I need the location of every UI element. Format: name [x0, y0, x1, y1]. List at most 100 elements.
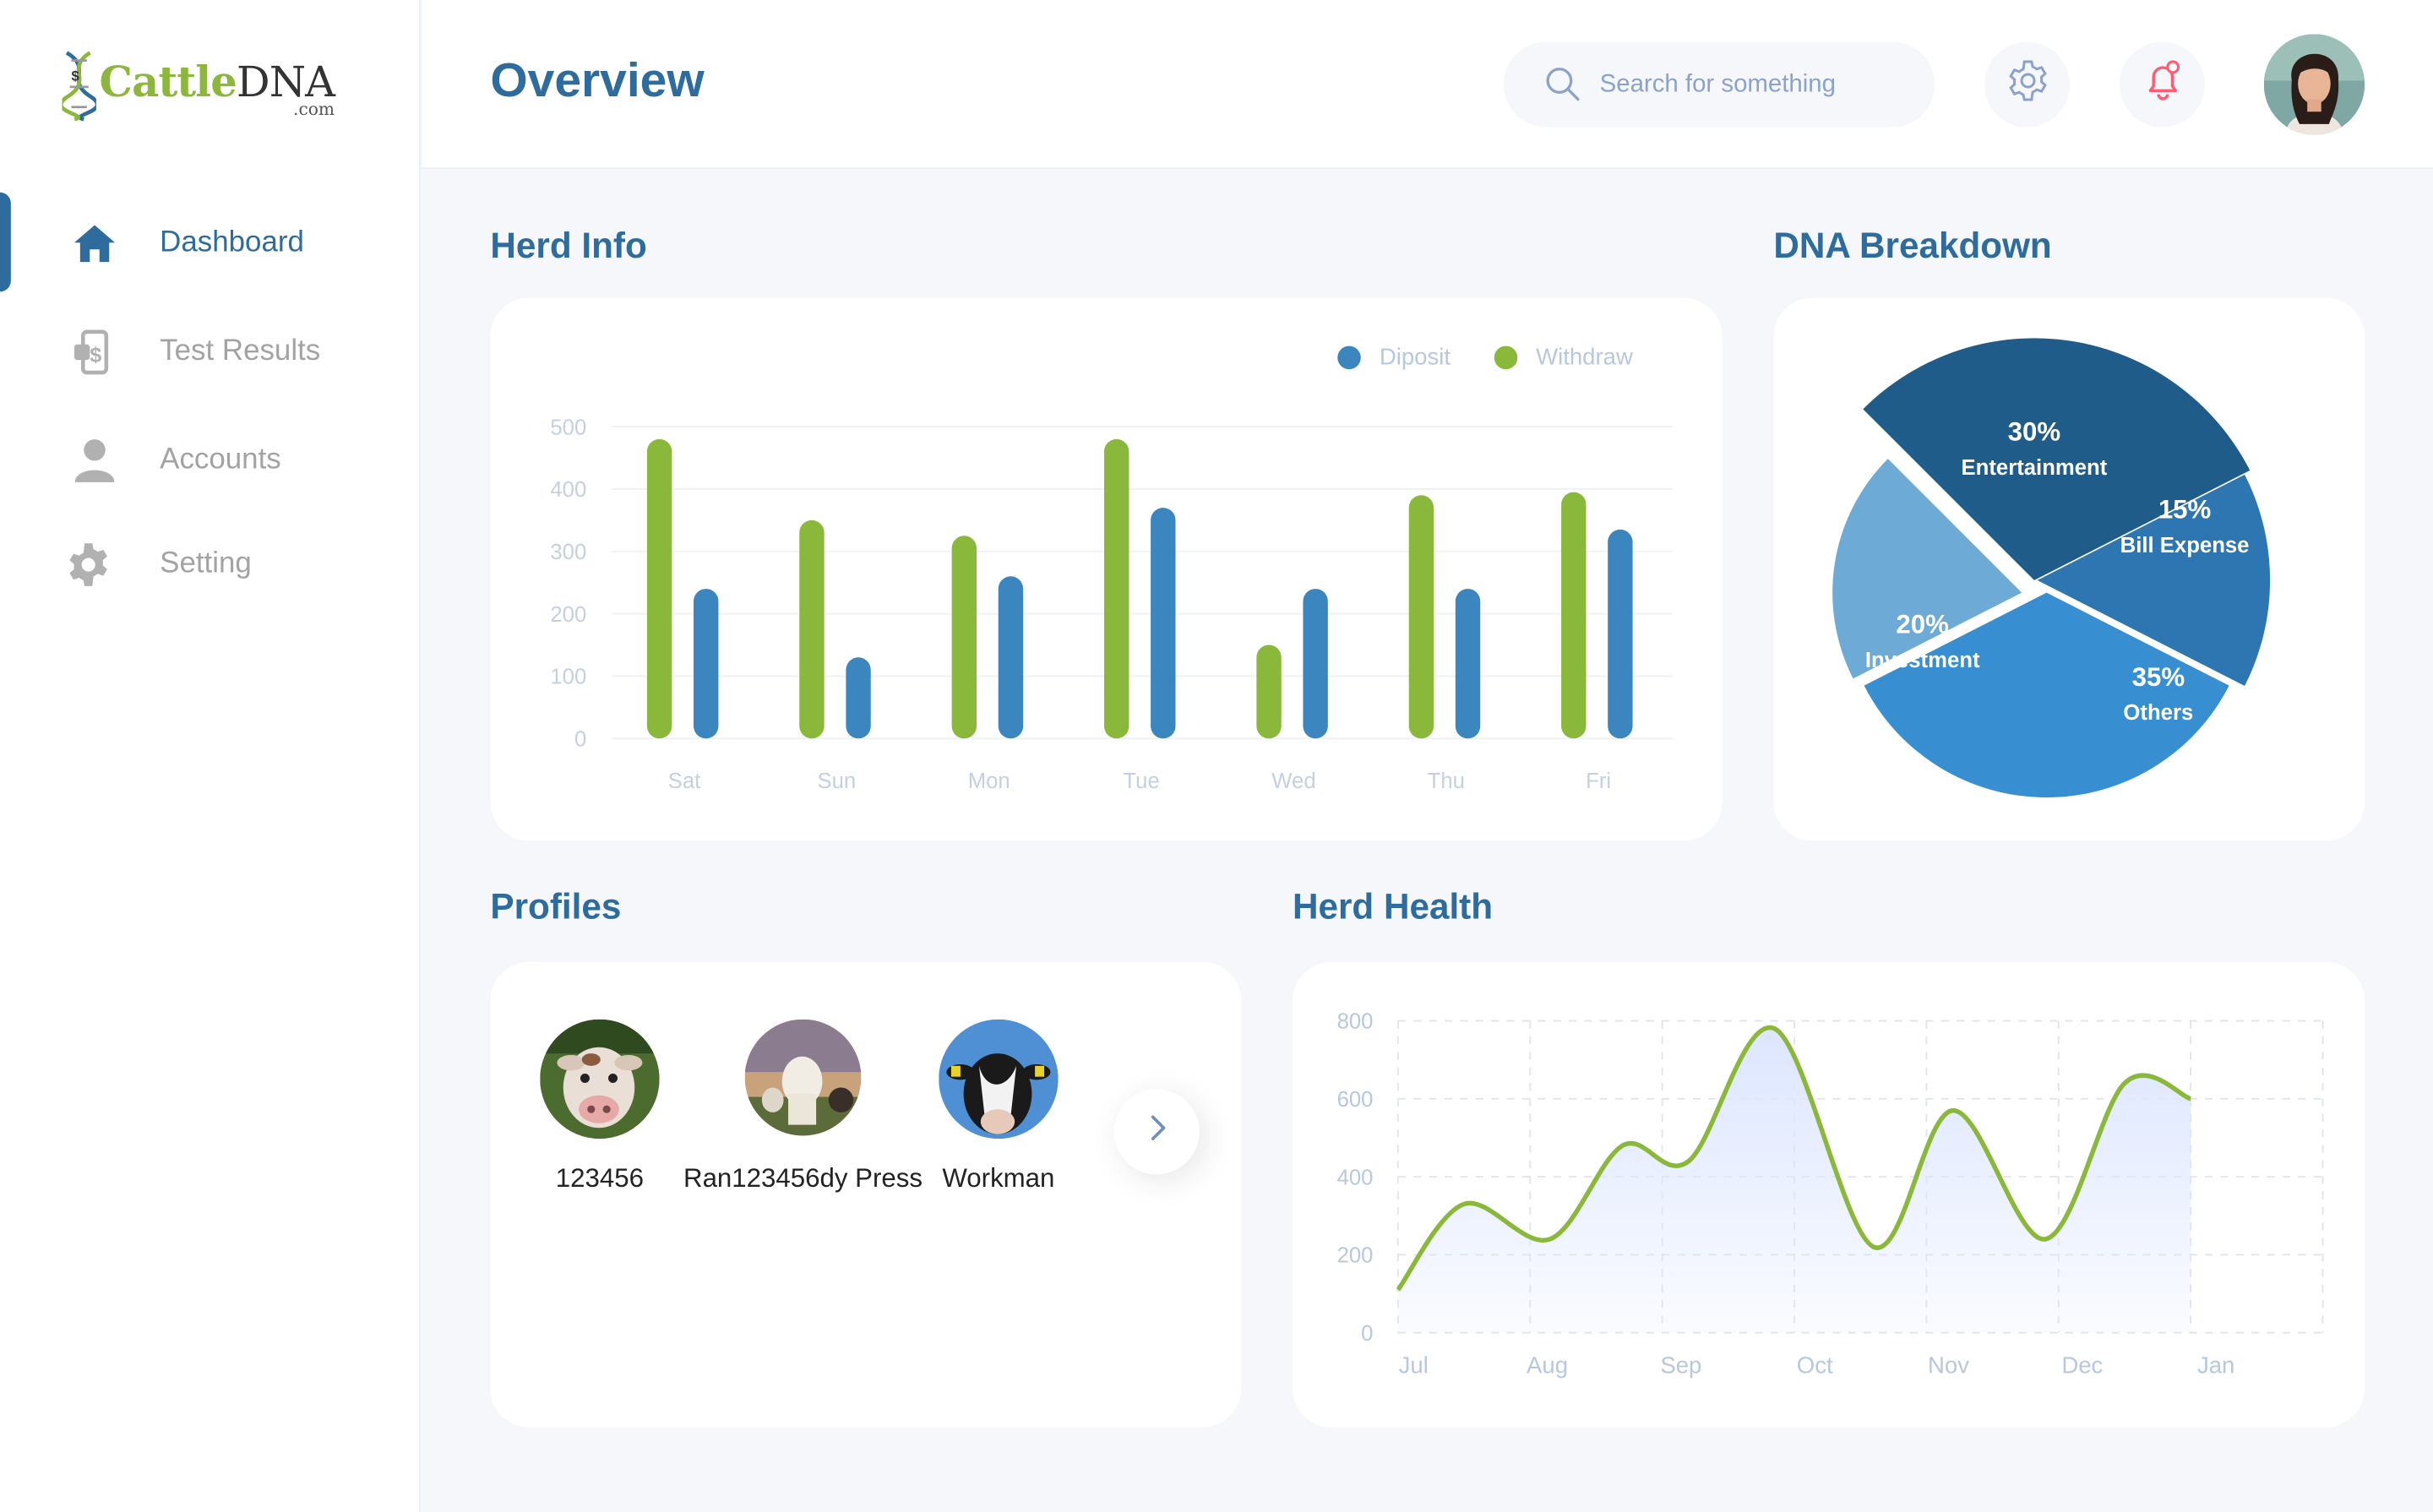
legend-label-withdraw: Withdraw: [1536, 344, 1633, 371]
active-indicator: [0, 192, 11, 292]
legend-dot-withdraw: [1494, 345, 1518, 370]
home-icon: [68, 217, 121, 269]
herd-health-title: Herd Health: [1292, 885, 1494, 927]
bar-withdraw-tue[interactable]: [1103, 438, 1129, 739]
y-tick-label: 500: [550, 416, 586, 439]
x-tick-label: Nov: [1928, 1352, 1969, 1378]
profile-name: Ran123456dy Press: [683, 1163, 923, 1194]
profiles-card: 123456 Ran123456dy Press: [490, 961, 1242, 1428]
pie-slice-pct: 20%: [1896, 609, 1948, 639]
pie-slice-pct: 35%: [2132, 662, 2185, 692]
top-header: Overview: [422, 0, 2433, 170]
pie-slice-label: Bill Expense: [2120, 534, 2250, 557]
y-tick-label: 400: [550, 478, 586, 502]
avatar[interactable]: [2263, 34, 2365, 135]
sidebar: $ CattleDNA .com Dashboard $ Test Result…: [0, 0, 421, 1512]
sidebar-item-setting[interactable]: Setting: [0, 527, 421, 601]
x-tick-label: Sun: [817, 770, 856, 793]
bar-diposit-mon[interactable]: [998, 576, 1024, 739]
bell-icon: [2141, 59, 2184, 111]
sidebar-item-label: Test Results: [160, 334, 321, 368]
svg-text:$: $: [90, 343, 101, 367]
x-tick-label: Aug: [1527, 1352, 1568, 1378]
profiles-next-button[interactable]: [1113, 1089, 1200, 1175]
profile-name: Workman: [942, 1163, 1055, 1194]
y-tick-label: 0: [1361, 1322, 1373, 1346]
dna-breakdown-card: 30% Entertainment 15% Bill Expense 35% Others…: [1773, 297, 2365, 841]
herd-health-card: 0 200 400 600 800 Jul Aug Sep Oct Nov Dec Jan: [1292, 961, 2365, 1428]
settings-button[interactable]: [1984, 41, 2071, 128]
y-tick-label: 200: [1337, 1244, 1374, 1268]
herd-health-area-chart: 0 200 400 600 800 Jul Aug Sep Oct Nov Dec Jan: [1337, 1010, 2324, 1378]
brand-suffix: .com: [293, 99, 335, 120]
bar-withdraw-sun[interactable]: [799, 519, 825, 739]
bar-diposit-sun[interactable]: [846, 657, 871, 739]
bar-diposit-wed[interactable]: [1303, 589, 1328, 739]
gear-icon: [62, 538, 114, 590]
bar-diposit-sat[interactable]: [694, 589, 719, 739]
pie-slice-label: Entertainment: [1962, 456, 2108, 480]
legend-label-deposit: Diposit: [1379, 344, 1451, 371]
x-tick-label: Tue: [1123, 770, 1159, 793]
y-tick-label: 300: [550, 541, 586, 564]
brand-logo[interactable]: $ CattleDNA .com: [62, 50, 335, 122]
dna-breakdown-pie-chart: 30% Entertainment 15% Bill Expense 35% Others…: [1832, 338, 2271, 798]
gear-icon: [2006, 59, 2049, 111]
chart-legend: Diposit Withdraw: [1337, 345, 1633, 371]
search-input[interactable]: [1599, 41, 1910, 128]
x-tick-label: Wed: [1271, 770, 1315, 793]
legend-dot-deposit: [1337, 345, 1361, 370]
bar-diposit-tue[interactable]: [1151, 508, 1176, 739]
sidebar-item-label: Setting: [160, 547, 252, 580]
pie-slice-label: Others: [2123, 701, 2193, 725]
brand-wordmark: CattleDNA: [99, 58, 335, 107]
profiles-title: Profiles: [490, 885, 622, 927]
pie-slice-bill-expense[interactable]: [2037, 474, 2271, 687]
y-tick-label: 800: [1337, 1010, 1374, 1034]
herd-health-area-fill: [1397, 1027, 2191, 1333]
bar-withdraw-fri[interactable]: [1561, 492, 1587, 739]
y-tick-label: 100: [550, 666, 586, 689]
x-tick-label: Fri: [1586, 770, 1611, 793]
search-icon: [1544, 65, 1581, 110]
sidebar-item-dashboard[interactable]: Dashboard: [0, 192, 421, 292]
pie-slice-others[interactable]: [1864, 592, 2229, 798]
pie-slice-entertainment[interactable]: [1863, 338, 2251, 580]
chevron-right-icon: [1146, 1114, 1168, 1150]
herd-info-bar-chart: 0 100 200 300 400 500 Sat Sun Mon Tue Wed Thu Fri: [550, 416, 1673, 793]
bar-withdraw-sat[interactable]: [646, 438, 672, 739]
bar-withdraw-mon[interactable]: [951, 536, 977, 739]
y-tick-label: 0: [574, 727, 586, 751]
pie-slice-investment[interactable]: [1832, 459, 2022, 679]
x-tick-label: Sep: [1660, 1352, 1701, 1378]
x-tick-label: Thu: [1428, 770, 1465, 793]
phone-dollar-icon: $: [68, 326, 121, 378]
dna-breakdown-title: DNA Breakdown: [1773, 225, 2052, 266]
herd-health-line[interactable]: [1396, 1025, 2192, 1292]
profile-name: 123456: [555, 1163, 644, 1194]
bar-withdraw-wed[interactable]: [1256, 645, 1282, 739]
user-icon: [68, 434, 121, 487]
profile-item[interactable]: Ran123456dy Press: [683, 1019, 923, 1193]
x-tick-label: Jul: [1399, 1352, 1429, 1378]
pie-slice-label: Investment: [1865, 649, 1980, 672]
y-tick-label: 400: [1337, 1166, 1374, 1189]
sidebar-item-label: Dashboard: [160, 226, 304, 259]
bar-diposit-thu[interactable]: [1455, 589, 1481, 739]
profile-item[interactable]: 123456: [540, 1019, 660, 1193]
profile-photo: [939, 1019, 1059, 1139]
sidebar-item-test-results[interactable]: $ Test Results: [0, 315, 421, 389]
profile-photo: [744, 1019, 862, 1136]
herd-info-card: Diposit Withdraw 0 100 200 300 400 500 Sat Sun M…: [490, 297, 1723, 841]
profile-photo: [540, 1019, 660, 1139]
search-bar[interactable]: [1503, 41, 1935, 128]
profile-item[interactable]: Workman: [939, 1019, 1059, 1193]
notifications-button[interactable]: [2119, 41, 2205, 128]
dna-helix-icon: $: [62, 51, 96, 122]
bar-withdraw-thu[interactable]: [1408, 495, 1434, 739]
bar-diposit-fri[interactable]: [1608, 529, 1633, 739]
sidebar-item-label: Accounts: [160, 443, 281, 476]
sidebar-item-accounts[interactable]: Accounts: [0, 423, 421, 498]
herd-info-title: Herd Info: [490, 225, 647, 266]
